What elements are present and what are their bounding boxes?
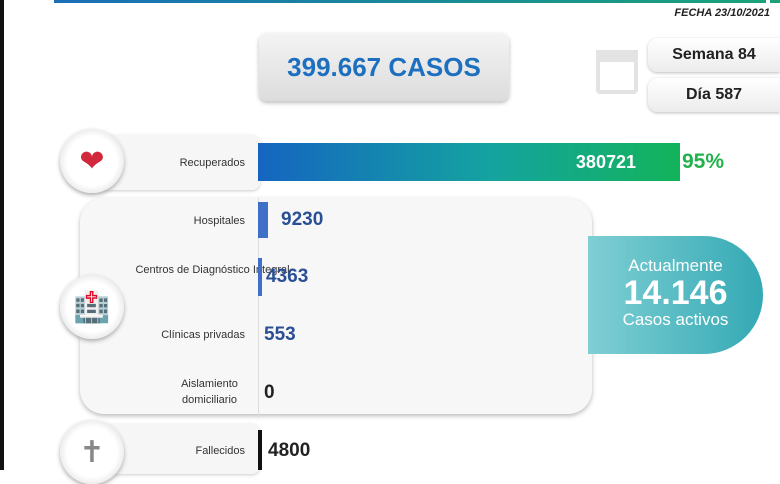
calendar-icon (596, 50, 638, 94)
active-title: Actualmente (628, 256, 723, 275)
care-panel (80, 198, 592, 414)
hospitals-value: 9230 (281, 209, 324, 230)
heart-icon: ❤ (60, 129, 124, 193)
date-label: FECHA 23/10/2021 (674, 7, 770, 19)
top-banner-bar-end (770, 0, 780, 3)
home-isolation-value: 0 (264, 382, 275, 403)
recovered-label: Recuperados (179, 157, 245, 169)
total-cases-box: 399.667 CASOS (259, 33, 509, 101)
deceased-bar (258, 430, 262, 470)
private-clinics-label: Clínicas privadas (161, 329, 245, 341)
active-value: 14.146 (623, 274, 728, 312)
hospitals-label: Hospitales (193, 215, 245, 227)
deceased-label: Fallecidos (195, 445, 245, 457)
home-isolation-label: Aislamiento domiciliario (181, 378, 238, 406)
recovered-percent: 95% (682, 150, 725, 173)
cdi-label: Centros de Diagnóstico Integral (135, 264, 290, 276)
cdi-bar (258, 258, 262, 296)
recovered-value: 380721 (575, 151, 636, 172)
deceased-value: 4800 (268, 440, 311, 461)
left-border (0, 0, 4, 470)
cdi-value: 4363 (266, 266, 309, 287)
active-subtitle: Casos activos (622, 310, 729, 329)
hospital-icon: 🏥 (60, 275, 124, 339)
week-badge: Semana 84 (648, 38, 780, 72)
active-cases-badge: Actualmente 14.146 Casos activos (588, 236, 763, 354)
divider (258, 198, 259, 418)
private-clinics-value: 553 (264, 324, 296, 345)
day-badge: Día 587 (648, 78, 780, 112)
top-banner-bar (54, 0, 766, 3)
hospitals-bar (258, 202, 268, 238)
recovered-bar: 380721 (258, 143, 680, 181)
